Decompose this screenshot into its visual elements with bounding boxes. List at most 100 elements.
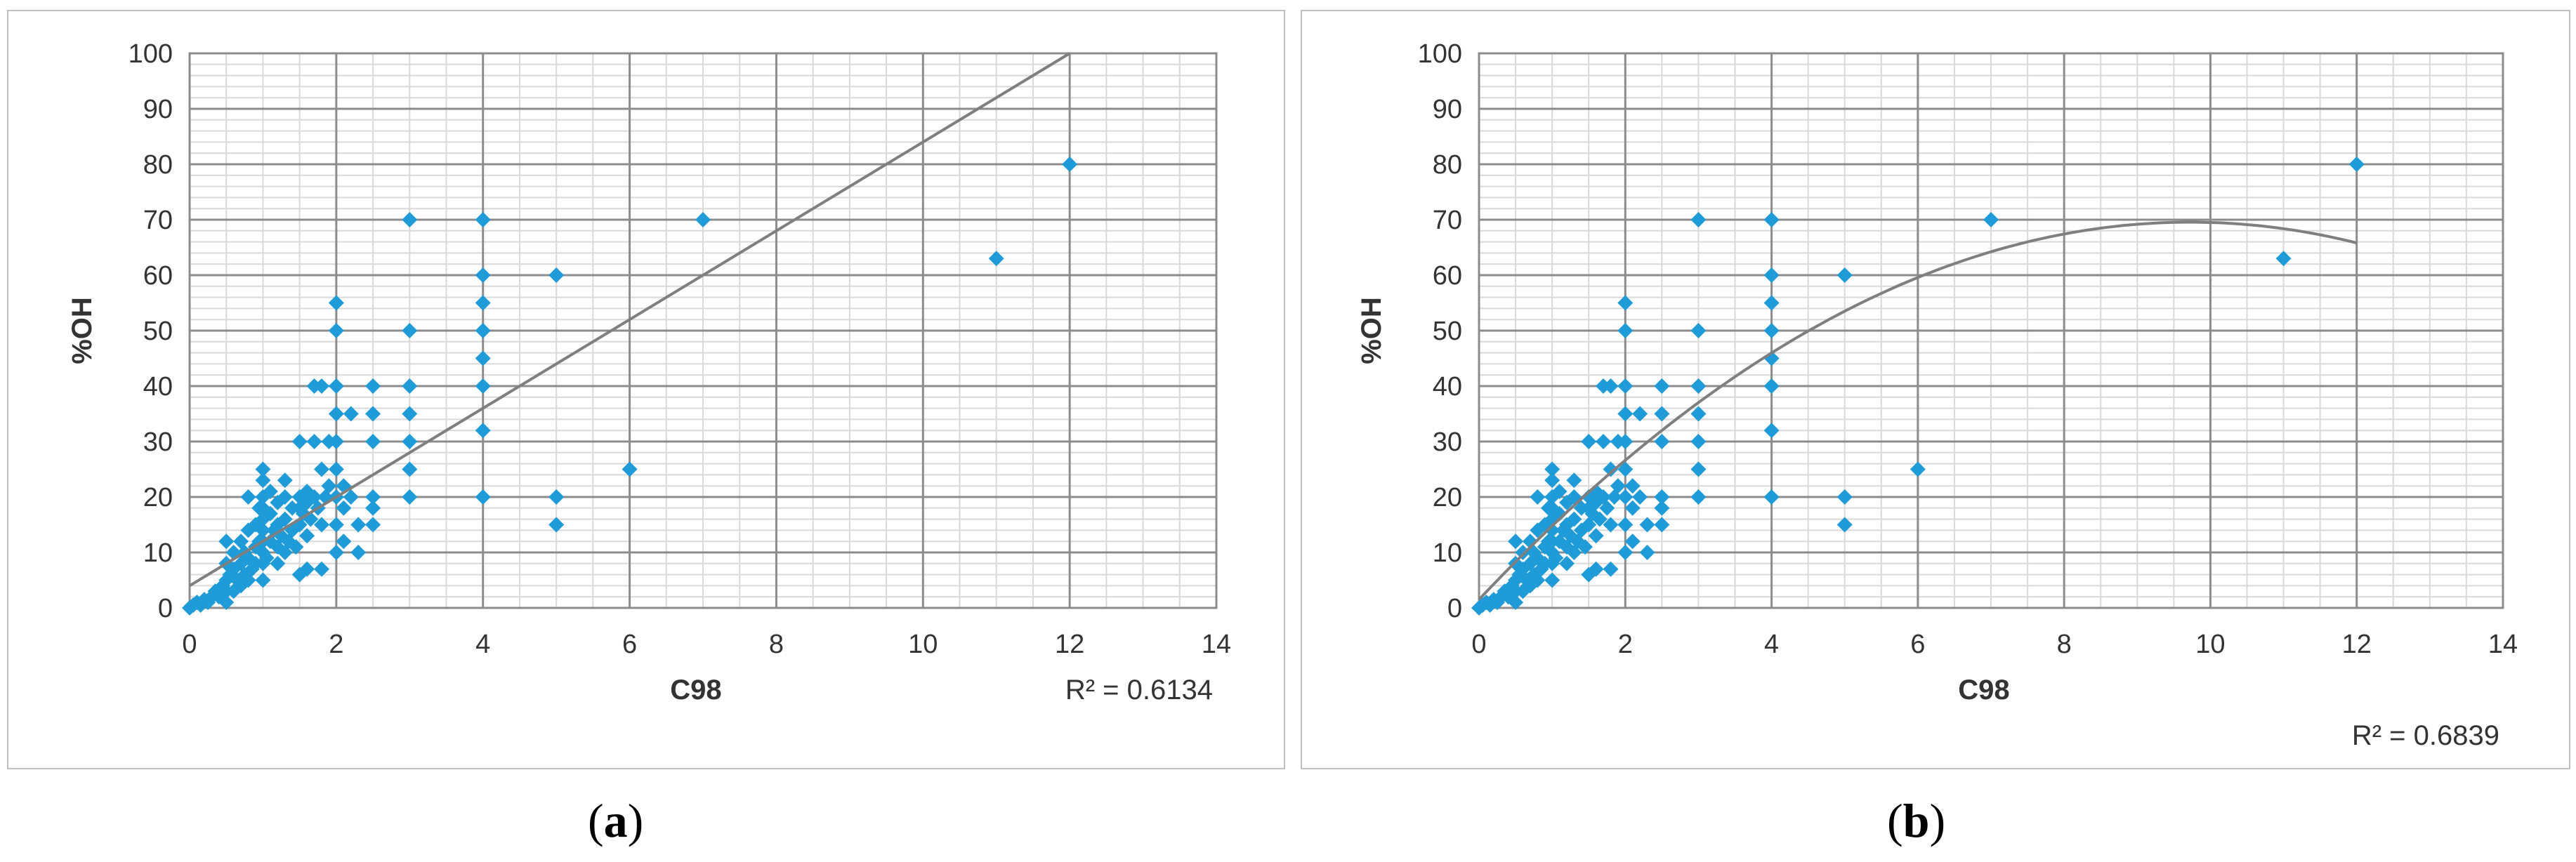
data-point	[1690, 378, 1707, 394]
data-point	[1596, 434, 1612, 449]
y-tick-label: 70	[143, 206, 173, 235]
data-point	[1610, 478, 1626, 494]
data-point	[402, 489, 418, 505]
y-tick-label: 0	[158, 594, 173, 623]
data-point	[336, 533, 352, 550]
data-point	[1603, 461, 1619, 477]
y-tick-label: 90	[143, 95, 173, 124]
x-tick-label: 12	[1055, 630, 1084, 659]
y-tick-label: 40	[143, 372, 173, 402]
y-tick-label: 60	[143, 261, 173, 291]
data-point	[306, 434, 322, 449]
y-tick-label: 10	[1433, 538, 1462, 568]
data-point	[1544, 522, 1560, 538]
data-point	[277, 489, 293, 505]
data-point	[1763, 267, 1780, 283]
data-point	[328, 434, 344, 449]
data-point	[255, 572, 271, 588]
data-point	[475, 267, 491, 283]
plot-border	[1478, 52, 2504, 609]
data-point	[299, 528, 315, 544]
x-tick-label: 10	[908, 630, 938, 659]
scatter-chart-b: 0 2 4 6 8 10 12 14 0 10 20 30 40 50 60 70 80 90 100 C98 %OH R…	[1356, 39, 2518, 751]
y-tick-label: 60	[1433, 261, 1462, 291]
data-point	[1654, 378, 1670, 394]
data-point	[328, 517, 344, 533]
data-point	[1836, 267, 1853, 283]
data-point	[1690, 434, 1707, 449]
x-tick-label: 0	[1471, 630, 1486, 659]
data-point	[1617, 434, 1634, 449]
data-point	[1983, 212, 1999, 227]
data-point	[1603, 378, 1619, 394]
r-squared-label: R² = 0.6839	[2352, 720, 2499, 751]
data-point	[1690, 212, 1707, 227]
data-point	[1690, 406, 1707, 422]
data-point	[1639, 517, 1655, 533]
y-tick-label: 40	[1433, 372, 1462, 402]
data-point	[218, 533, 235, 550]
data-point	[288, 539, 304, 555]
data-point	[328, 545, 344, 560]
x-tick-label: 4	[475, 630, 490, 659]
data-point	[1551, 505, 1568, 522]
data-point	[475, 423, 491, 439]
chart-panel-a: 0 2 4 6 8 10 12 14 0 10 20 30 40 50 60 70 80 90 100 C98 %OH R…	[7, 10, 1285, 769]
data-point	[1654, 434, 1670, 449]
y-tick-label: 50	[1433, 317, 1462, 346]
data-point	[2275, 251, 2292, 267]
data-point	[1654, 406, 1670, 422]
data-point	[475, 212, 491, 227]
data-point	[328, 378, 344, 394]
data-point	[262, 505, 278, 522]
data-point	[255, 472, 271, 489]
data-point	[402, 323, 418, 338]
data-point	[1617, 461, 1634, 477]
data-point	[1558, 555, 1575, 571]
data-point	[365, 406, 381, 422]
data-point	[1581, 489, 1597, 505]
data-point	[1763, 378, 1780, 394]
data-point	[1606, 489, 1622, 505]
data-point	[328, 295, 344, 311]
data-point	[321, 478, 337, 494]
data-point	[350, 545, 367, 560]
data-point	[1617, 323, 1634, 338]
data-point	[1763, 350, 1780, 366]
data-point	[1544, 572, 1560, 588]
data-point	[1533, 561, 1549, 577]
data-point	[402, 212, 418, 227]
data-point	[1588, 528, 1604, 544]
data-point	[1632, 406, 1648, 422]
y-tick-label: 100	[129, 39, 173, 69]
x-tick-label: 2	[1618, 630, 1633, 659]
y-tick-label: 90	[1433, 95, 1462, 124]
data-point	[277, 472, 293, 489]
data-point	[255, 461, 271, 477]
data-point	[1566, 489, 1582, 505]
data-point	[1581, 500, 1597, 516]
data-point	[1500, 589, 1516, 605]
y-tick-label: 20	[143, 483, 173, 512]
data-point	[1591, 511, 1608, 527]
data-point	[313, 561, 329, 577]
data-point	[313, 378, 329, 394]
data-point	[262, 484, 278, 500]
data-point	[1581, 517, 1597, 533]
y-tick-label: 100	[1418, 39, 1462, 69]
scatter-chart-a: 0 2 4 6 8 10 12 14 0 10 20 30 40 50 60 70 80 90 100 C98 %OH R…	[67, 39, 1231, 705]
data-point	[475, 323, 491, 338]
data-point	[1573, 522, 1589, 538]
data-point	[695, 212, 711, 227]
data-point	[475, 489, 491, 505]
data-point	[988, 251, 1004, 267]
data-point	[328, 406, 344, 422]
data-point	[328, 323, 344, 338]
data-point	[402, 434, 418, 449]
data-point	[402, 378, 418, 394]
y-tick-label: 10	[143, 538, 173, 568]
data-point	[1581, 566, 1597, 583]
data-point	[622, 461, 638, 477]
data-point	[328, 461, 344, 477]
data-point	[240, 489, 256, 505]
